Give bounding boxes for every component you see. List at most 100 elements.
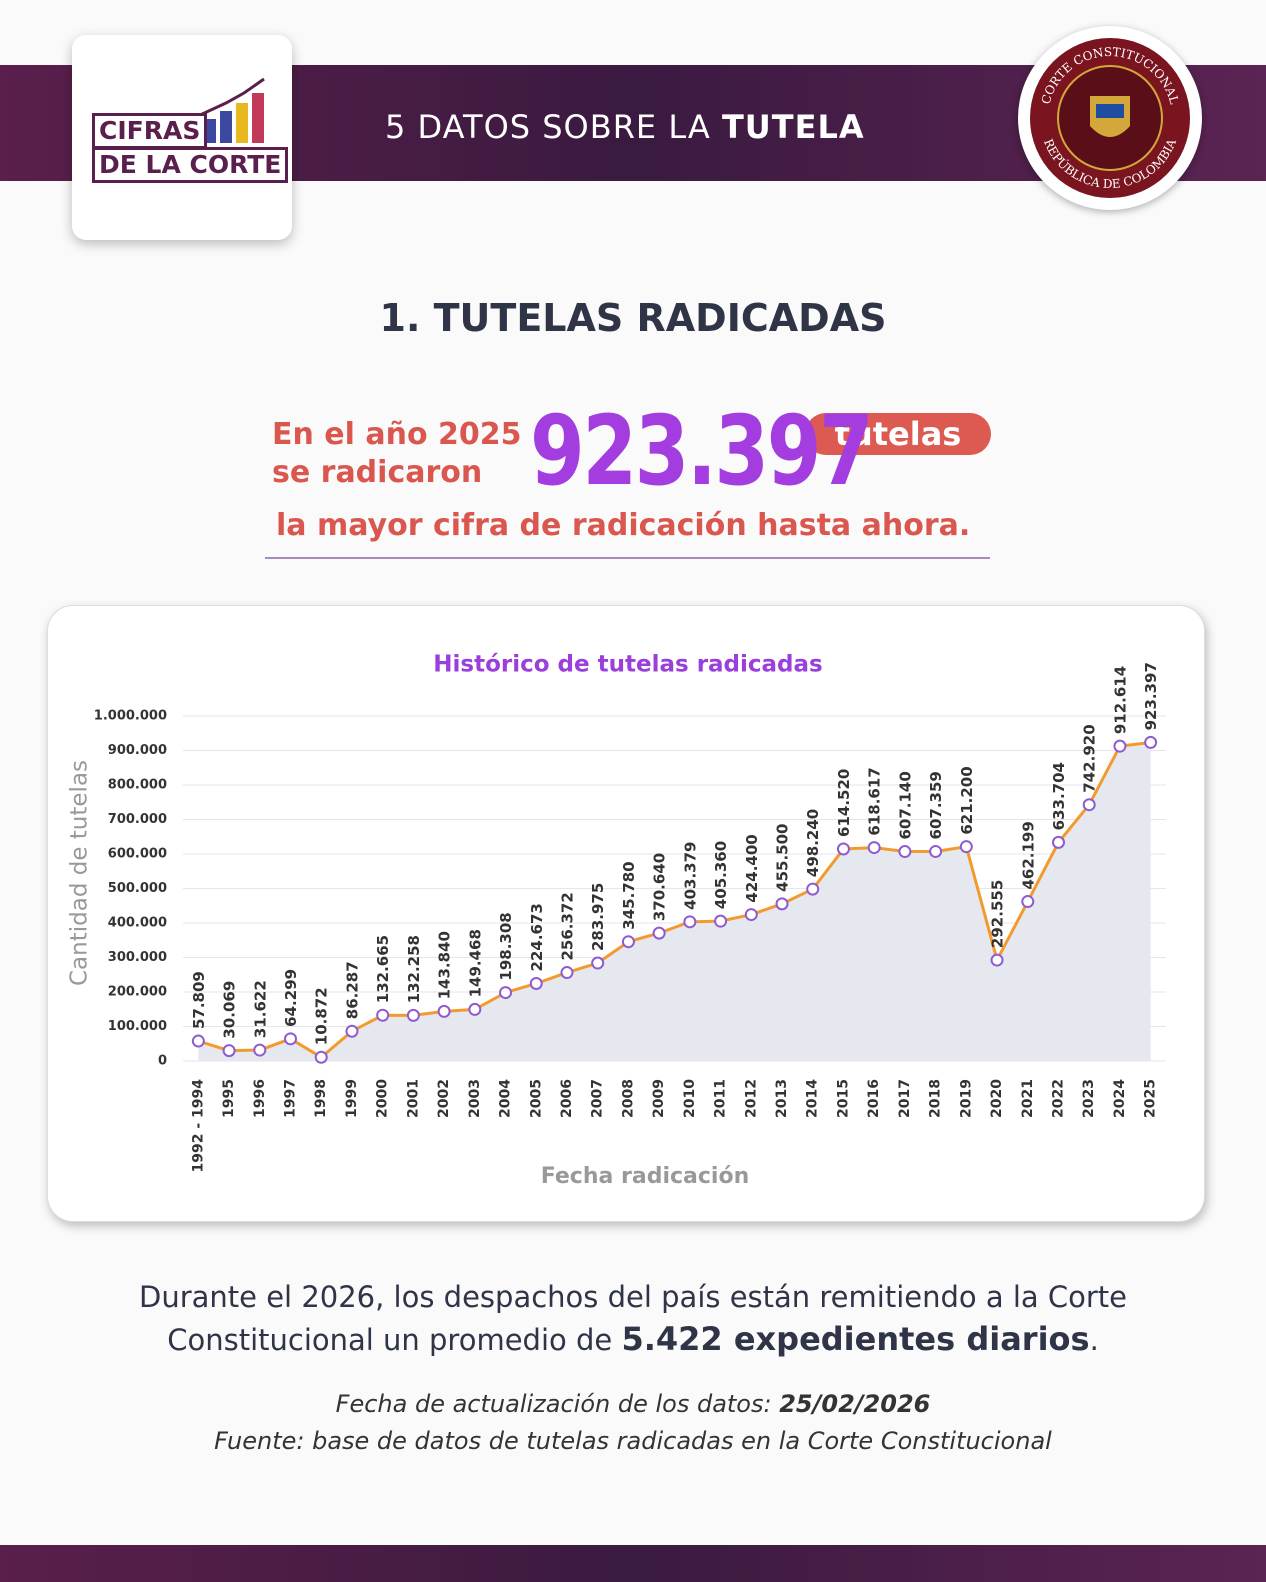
header-title-emphasis: TUTELA <box>721 108 865 146</box>
x-tick-label: 2015 <box>835 1079 851 1118</box>
value-label: 607.140 <box>896 771 914 839</box>
y-tick-label: 0 <box>158 1054 167 1069</box>
logo-icon <box>200 77 265 143</box>
marker <box>1021 895 1035 909</box>
chart-card <box>47 605 1205 1222</box>
y-axis-label: Cantidad de tutelas <box>67 760 93 986</box>
footer-text-part: Durante el 2026, los despachos del país … <box>138 1280 1128 1357</box>
value-label: 64.299 <box>282 969 300 1027</box>
marker <box>468 1002 482 1016</box>
value-label: 86.287 <box>343 961 361 1019</box>
marker <box>806 882 820 896</box>
value-label: 370.640 <box>651 853 669 921</box>
marker <box>744 908 758 922</box>
area <box>198 742 1151 1061</box>
value-label: 256.372 <box>558 892 576 960</box>
y-tick-label: 200.000 <box>108 985 167 1000</box>
marker <box>1113 739 1127 753</box>
x-tick-label: 2009 <box>651 1079 667 1118</box>
highlight-text: En el año 2025 <box>272 417 522 452</box>
value-label: 405.360 <box>712 841 730 909</box>
update-label: Fecha de actualización de los datos: <box>335 1390 780 1418</box>
x-tick-label: 2025 <box>1143 1079 1159 1118</box>
chart: Histórico de tutelas radicadas Cantidad … <box>67 652 1166 1189</box>
header-title: 5 DATOS SOBRE LA TUTELA <box>385 108 865 146</box>
header-title-text: 5 DATOS SOBRE LA <box>385 108 722 146</box>
value-label: 621.200 <box>958 766 976 834</box>
x-tick-label: 2002 <box>436 1079 452 1118</box>
marker <box>314 1050 328 1064</box>
x-tick-label: 2001 <box>405 1079 421 1118</box>
value-label: 224.673 <box>528 903 546 971</box>
y-tick-label: 800.000 <box>108 778 167 793</box>
x-tick-label: 2021 <box>1020 1079 1036 1118</box>
marker <box>1082 798 1096 812</box>
marker <box>376 1008 390 1022</box>
x-tick-label: 2012 <box>743 1079 759 1118</box>
y-tick-label: 1.000.000 <box>94 709 167 724</box>
value-label: 618.617 <box>866 767 884 835</box>
x-tick-label: 2006 <box>559 1079 575 1118</box>
x-axis-label: Fecha radicación <box>541 1164 750 1189</box>
highlight-caption: la mayor cifra de radicación hasta ahora… <box>276 508 971 543</box>
x-tick-label: 2013 <box>774 1079 790 1118</box>
footer-text: Durante el 2026, los despachos del país … <box>60 1276 1206 1361</box>
value-label: 292.555 <box>989 880 1007 948</box>
marker <box>529 976 543 990</box>
chart-title: Histórico de tutelas radicadas <box>433 652 822 678</box>
y-tick-label: 300.000 <box>108 950 167 965</box>
value-label: 455.500 <box>774 824 792 892</box>
marker <box>499 986 513 1000</box>
x-tick-label: 2018 <box>928 1079 944 1118</box>
y-tick-label: 100.000 <box>108 1019 167 1034</box>
value-label: 912.614 <box>1111 666 1129 734</box>
x-tick-label: 2024 <box>1112 1079 1128 1118</box>
x-tick-label: 1992 - 1994 <box>190 1079 206 1173</box>
marker <box>284 1032 298 1046</box>
marker <box>437 1004 451 1018</box>
x-tick-label: 2005 <box>528 1079 544 1118</box>
marker <box>1144 735 1158 749</box>
value-label: 403.379 <box>681 842 699 910</box>
value-label: 607.359 <box>927 771 945 839</box>
x-tick-label: 2019 <box>958 1079 974 1118</box>
value-label: 149.468 <box>466 929 484 997</box>
marker <box>714 914 728 928</box>
source-note: Fuente: base de datos de tutelas radicad… <box>214 1427 1052 1455</box>
x-tick-label: 2008 <box>620 1079 636 1118</box>
marker <box>591 956 605 970</box>
value-label: 143.840 <box>436 931 454 999</box>
marker <box>959 840 973 854</box>
x-tick-label: 2022 <box>1050 1079 1066 1118</box>
x-tick-label: 2004 <box>498 1079 514 1118</box>
x-tick-label: 2020 <box>989 1079 1005 1118</box>
marker <box>836 842 850 856</box>
x-tick-label: 1997 <box>283 1079 299 1118</box>
x-tick-label: 1999 <box>344 1079 360 1118</box>
value-label: 198.308 <box>497 912 515 980</box>
marker <box>253 1043 267 1057</box>
value-label: 30.069 <box>221 981 239 1039</box>
x-tick-label: 1996 <box>252 1079 268 1118</box>
x-tick-label: 2010 <box>682 1079 698 1118</box>
y-tick-label: 600.000 <box>108 847 167 862</box>
value-label: 923.397 <box>1142 662 1160 730</box>
marker <box>621 935 635 949</box>
bottom-band <box>0 1545 1266 1582</box>
logo-line: DE LA CORTE <box>92 147 289 183</box>
highlight-text: se radicaron <box>272 455 483 490</box>
marker <box>775 897 789 911</box>
seal-graphic: CORTE CONSTITUCIONAL REPÚBLICA DE COLOMB… <box>1030 38 1190 198</box>
marker <box>867 841 881 855</box>
y-tick-label: 900.000 <box>108 743 167 758</box>
x-tick-label: 2014 <box>805 1079 821 1118</box>
value-label: 10.872 <box>313 987 331 1045</box>
marker <box>222 1044 236 1058</box>
value-label: 498.240 <box>804 809 822 877</box>
value-label: 132.258 <box>405 935 423 1003</box>
x-tick-label: 2011 <box>713 1079 729 1118</box>
x-tick-label: 2017 <box>897 1079 913 1118</box>
value-label: 132.665 <box>374 935 392 1003</box>
footer-text-part: . <box>1089 1323 1099 1357</box>
